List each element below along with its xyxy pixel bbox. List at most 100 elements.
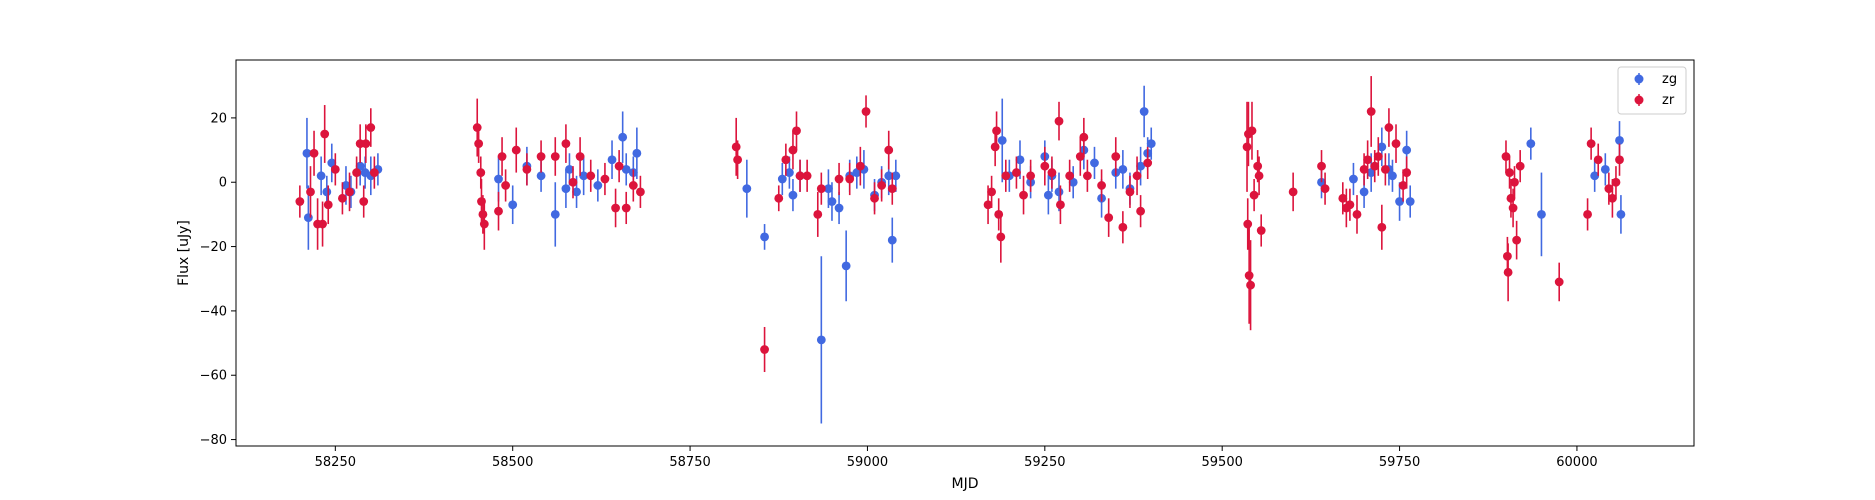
data-point <box>884 145 894 155</box>
y-tick-label: −80 <box>200 433 227 448</box>
y-tick-label: 0 <box>219 176 227 191</box>
data-point <box>1537 210 1546 219</box>
data-point <box>607 155 617 165</box>
data-point <box>1047 168 1057 177</box>
data-point <box>1593 155 1603 165</box>
data-point <box>813 210 823 219</box>
data-point <box>827 197 837 206</box>
data-point <box>1082 171 1092 181</box>
data-point <box>777 174 787 184</box>
data-point <box>1075 152 1085 161</box>
data-point <box>1402 145 1412 155</box>
data-point <box>1254 171 1264 181</box>
data-point <box>816 335 826 345</box>
data-point <box>303 213 313 223</box>
data-point <box>352 168 362 177</box>
data-point <box>338 193 347 203</box>
data-point <box>330 164 340 174</box>
y-axis: 20 0 −20 −40 −60 −80 <box>200 111 236 448</box>
data-point <box>983 200 993 210</box>
data-point <box>341 181 351 190</box>
data-point <box>1515 161 1525 171</box>
data-point <box>1501 152 1511 161</box>
legend-marker-zr <box>1634 95 1644 105</box>
data-point <box>1068 177 1078 187</box>
data-point <box>1352 210 1362 219</box>
series-zr <box>295 76 1624 373</box>
data-point <box>316 171 326 181</box>
data-point <box>361 139 371 149</box>
data-point <box>1405 197 1415 206</box>
data-point <box>788 190 798 200</box>
data-point <box>785 168 794 177</box>
data-point <box>636 187 645 197</box>
data-point <box>320 129 330 139</box>
data-point <box>1054 116 1064 126</box>
data-point <box>1526 139 1536 149</box>
data-point <box>845 174 855 184</box>
data-point <box>760 232 769 242</box>
data-point <box>572 187 581 197</box>
data-point <box>1132 171 1142 181</box>
data-point <box>366 123 376 132</box>
data-point <box>1054 187 1064 197</box>
data-point <box>1512 235 1522 245</box>
data-point <box>1043 190 1053 200</box>
data-point <box>1026 171 1036 181</box>
data-point <box>1398 181 1408 190</box>
data-point <box>478 210 488 219</box>
data-point <box>1012 168 1021 177</box>
data-point <box>1370 161 1380 171</box>
data-point <box>877 181 887 190</box>
data-point <box>1097 181 1106 190</box>
data-point <box>1118 164 1128 174</box>
data-point <box>508 200 518 210</box>
data-point <box>1146 139 1156 149</box>
data-point <box>1377 222 1387 232</box>
data-point <box>1242 142 1252 152</box>
data-point <box>760 345 769 354</box>
data-point <box>1388 171 1397 181</box>
data-point <box>731 142 741 152</box>
data-point <box>1586 139 1596 149</box>
data-point <box>550 152 560 161</box>
data-point <box>1590 171 1600 181</box>
x-tick-label: 58250 <box>315 455 356 470</box>
data-point <box>561 139 571 149</box>
data-point <box>568 177 578 187</box>
data-point <box>1019 190 1028 200</box>
data-point <box>1395 197 1404 206</box>
data-point <box>1111 152 1121 161</box>
data-point <box>1244 271 1254 280</box>
data-point <box>536 152 546 161</box>
data-point <box>1256 226 1266 235</box>
x-tick-label: 58500 <box>492 455 533 470</box>
y-tick-label: −40 <box>200 304 227 319</box>
data-point <box>295 197 305 206</box>
data-point <box>323 200 333 210</box>
data-point <box>632 148 642 158</box>
data-point <box>1001 171 1011 181</box>
data-point <box>1338 193 1348 203</box>
data-point <box>855 161 865 171</box>
legend-marker-zg <box>1634 74 1644 84</box>
data-point <box>494 174 503 184</box>
data-point <box>795 171 805 181</box>
legend-item-zg: zg <box>1634 72 1677 87</box>
data-point <box>802 171 812 181</box>
data-point <box>1349 174 1358 184</box>
data-point <box>306 187 315 197</box>
data-point <box>501 181 511 190</box>
data-point <box>1508 203 1518 213</box>
x-tick-label: 58750 <box>669 455 710 470</box>
data-point <box>600 174 610 184</box>
data-point <box>1604 184 1614 194</box>
x-axis-label: MJD <box>952 476 979 492</box>
series-zg <box>302 85 1626 424</box>
data-point <box>1505 168 1514 177</box>
data-point <box>1345 200 1355 210</box>
data-point <box>1090 158 1099 168</box>
data-point <box>1079 132 1089 142</box>
y-tick-label: −60 <box>200 369 227 384</box>
